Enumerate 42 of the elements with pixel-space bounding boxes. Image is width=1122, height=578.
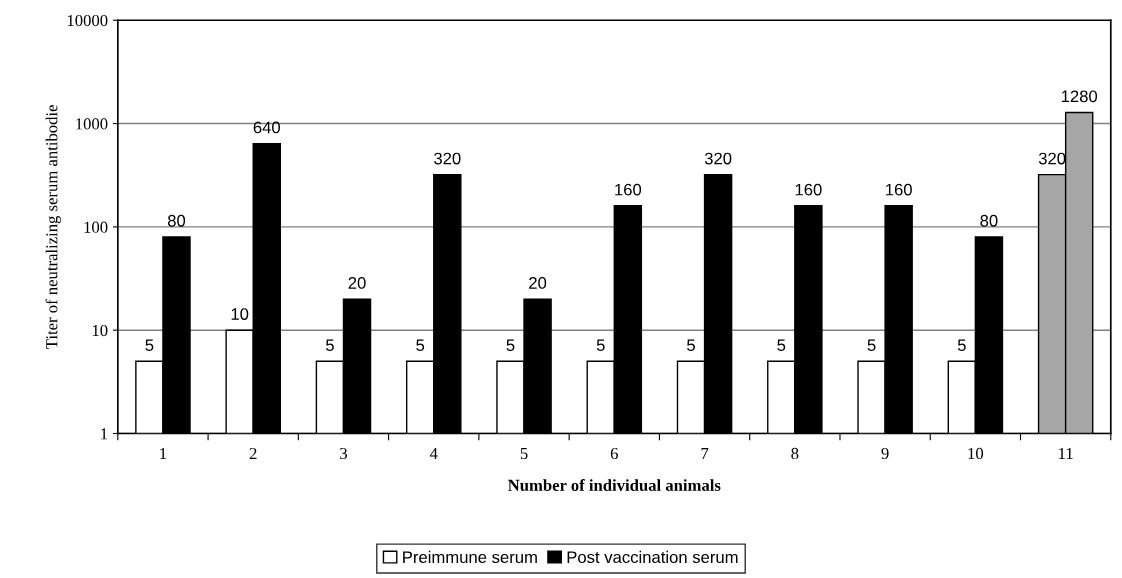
data-label: 5	[145, 339, 154, 352]
data-label: 5	[957, 339, 966, 352]
x-tick-label: 5	[520, 448, 528, 460]
x-tick-label: 3	[340, 447, 347, 460]
x-tick-label: 8	[791, 447, 799, 460]
data-label: 80	[167, 214, 186, 227]
data-label: 1280	[1061, 90, 1098, 103]
data-label: 160	[886, 183, 912, 196]
y-tick-label: 100	[84, 221, 108, 233]
data-label: 160	[795, 183, 822, 196]
x-tick-label: 6	[610, 447, 618, 460]
x-tick-label: 11	[1059, 447, 1073, 459]
y-axis-title: Titer of neutralizing serum antibodie	[45, 105, 61, 349]
x-tick-label: 2	[249, 447, 257, 459]
y-tick-label: 1000	[76, 118, 108, 130]
x-tick-label: 10	[968, 447, 984, 460]
legend-label: Preimmune serum	[403, 550, 537, 564]
data-label: 160	[615, 183, 642, 196]
data-label: 640	[253, 121, 281, 134]
data-label: 320	[434, 152, 461, 165]
data-label: 320	[1038, 152, 1066, 165]
data-label: 5	[777, 339, 786, 352]
data-label: 320	[704, 152, 732, 165]
data-label: 20	[529, 277, 547, 289]
data-label: 5	[325, 339, 334, 352]
data-label: 5	[867, 339, 876, 352]
x-tick-label: 9	[881, 447, 889, 460]
y-tick-label: 1	[101, 428, 108, 440]
data-label: 5	[596, 339, 605, 352]
x-tick-label: 7	[701, 448, 709, 459]
data-label: 80	[980, 214, 998, 227]
data-label: 5	[506, 339, 515, 352]
data-label: 5	[416, 339, 425, 352]
x-tick-label: 1	[160, 447, 167, 459]
x-tick-label: 4	[429, 447, 438, 459]
data-label: 5	[687, 339, 695, 352]
x-axis-title: Number of individual animals	[508, 479, 721, 491]
data-label: 20	[348, 277, 366, 289]
data-label: 10	[231, 308, 249, 320]
y-tick-label: 10	[92, 324, 108, 337]
legend-label: Post vaccination serum	[567, 550, 738, 564]
y-tick-label: 10000	[67, 14, 108, 27]
